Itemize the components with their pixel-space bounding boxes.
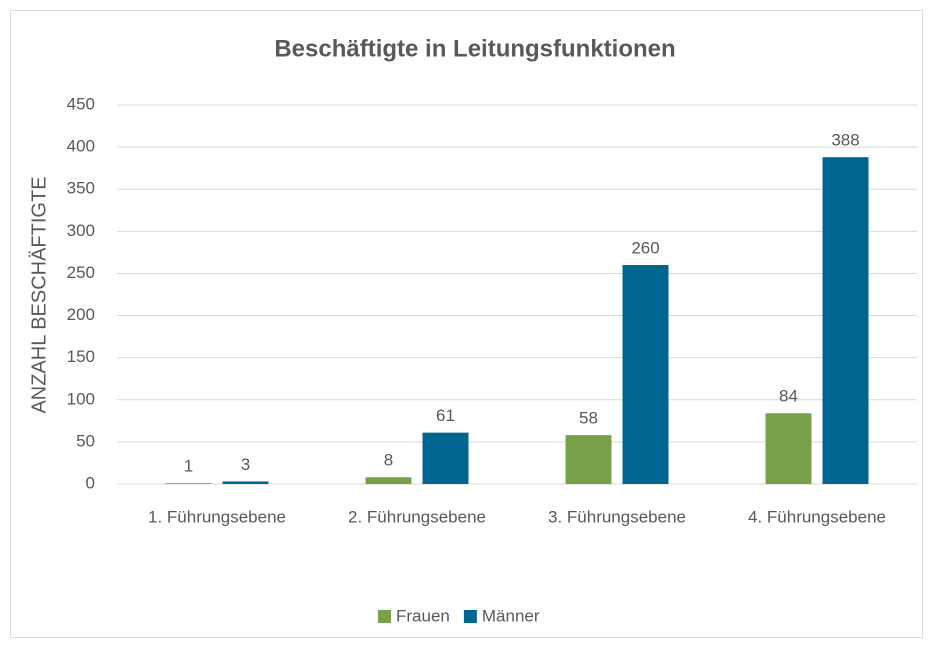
- data-label: 1: [184, 457, 193, 476]
- data-label: 61: [436, 406, 455, 425]
- legend-swatch: [378, 610, 391, 623]
- x-tick-label: 1. Führungsebene: [148, 507, 286, 526]
- y-tick-label: 0: [86, 473, 95, 492]
- y-tick-label: 450: [67, 94, 95, 113]
- y-tick-label: 50: [76, 431, 95, 450]
- x-tick-label: 4. Führungsebene: [748, 507, 886, 526]
- chart-border: [10, 10, 923, 638]
- bar: [622, 265, 669, 484]
- bar: [822, 157, 869, 484]
- y-tick-label: 350: [67, 179, 95, 198]
- y-tick-label: 250: [67, 263, 95, 282]
- legend-swatch: [463, 610, 477, 623]
- y-tick-label: 300: [67, 221, 95, 240]
- x-tick-label: 2. Führungsebene: [348, 507, 486, 526]
- bar: [222, 481, 269, 484]
- data-label: 84: [779, 387, 798, 406]
- y-tick-label: 100: [67, 389, 95, 408]
- y-axis-label: ANZAHL BESCHÄFTIGTE: [28, 176, 50, 413]
- data-label: 388: [831, 131, 859, 150]
- bar: [422, 432, 469, 484]
- bar: [165, 483, 212, 484]
- data-label: 260: [631, 239, 659, 258]
- data-label: 58: [579, 409, 598, 428]
- y-tick-label: 150: [67, 347, 95, 366]
- bar: [365, 477, 412, 484]
- y-tick-label: 200: [67, 305, 95, 324]
- data-label: 8: [384, 451, 393, 470]
- bar: [565, 435, 612, 484]
- y-tick-label: 400: [67, 137, 95, 156]
- x-tick-label: 3. Führungsebene: [548, 507, 686, 526]
- legend-label: Frauen: [396, 606, 450, 625]
- bar: [765, 413, 812, 484]
- data-label: 3: [241, 455, 250, 474]
- chart-title: Beschäftigte in Leitungsfunktionen: [274, 35, 675, 62]
- legend-label: Männer: [482, 606, 540, 625]
